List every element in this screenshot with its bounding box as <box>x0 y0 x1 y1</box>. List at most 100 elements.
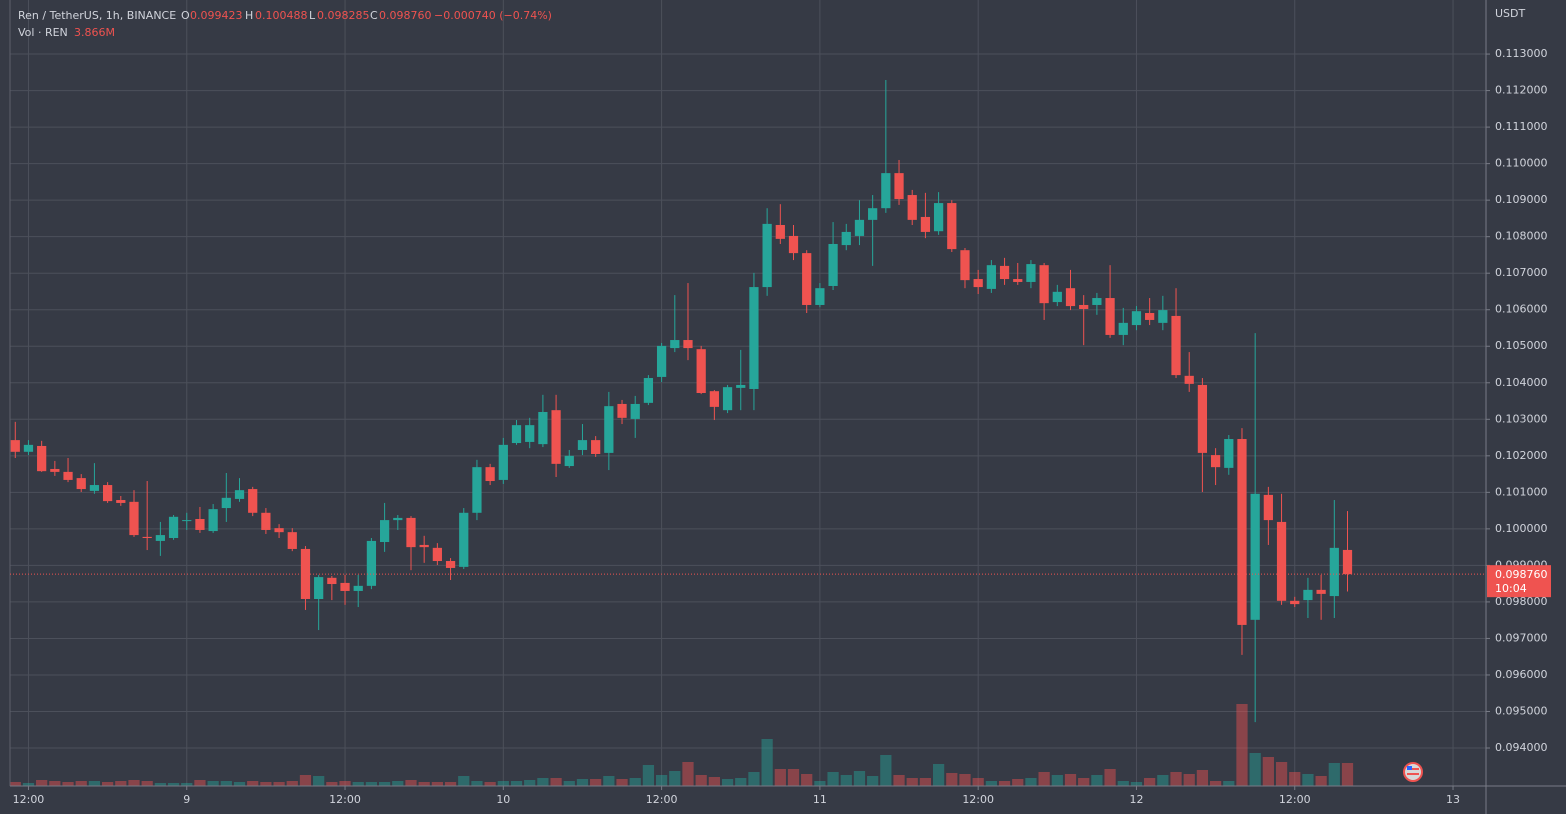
candle-body <box>208 509 218 532</box>
candle-body <box>986 265 996 289</box>
volume-bar <box>814 781 826 786</box>
candle-body <box>406 517 416 548</box>
volume-bar <box>1051 775 1063 786</box>
volume-bar <box>550 778 562 786</box>
volume-bar <box>247 781 259 786</box>
candle-body <box>815 288 825 305</box>
y-tick-label: 0.105000 <box>1495 339 1548 352</box>
volume-bar <box>603 776 615 786</box>
volume-bar <box>919 778 932 786</box>
volume-bar <box>510 781 523 786</box>
volume-bar <box>418 782 430 786</box>
candle-body <box>1290 600 1300 605</box>
volume-bar <box>378 782 391 786</box>
volume-bar <box>1144 778 1156 786</box>
volume-bar <box>1249 753 1261 786</box>
candle-body <box>76 478 86 490</box>
candle-body <box>234 490 245 499</box>
volume-bar <box>827 772 839 786</box>
y-tick-label: 0.100000 <box>1495 522 1548 535</box>
volume-bar <box>880 755 892 786</box>
volume-bar <box>299 775 312 786</box>
candle-body <box>353 585 363 591</box>
candle-body <box>366 540 377 586</box>
volume-bar <box>616 779 628 786</box>
flag-icon[interactable] <box>1403 762 1423 782</box>
axes: 0.094000 0.095000 0.096000 0.097000 0.098000… <box>10 47 1551 806</box>
candle-body <box>775 224 785 239</box>
flag-stripe <box>1407 773 1419 775</box>
volume-bar <box>1289 772 1301 786</box>
candle-body <box>736 384 746 388</box>
candle-body <box>749 287 759 389</box>
candle-body <box>300 548 311 599</box>
candle-body <box>999 265 1010 280</box>
volume-bar <box>590 779 602 786</box>
candle-body <box>1039 265 1049 304</box>
y-axis-unit: USDT <box>1495 7 1526 20</box>
candle-body <box>1145 313 1155 320</box>
volume-bar <box>194 780 206 786</box>
volume-bar <box>985 781 997 786</box>
candle-body <box>63 471 73 480</box>
candle-body <box>23 444 34 452</box>
candle-body <box>933 203 944 232</box>
candle-body <box>683 340 693 349</box>
candle-body <box>564 455 574 467</box>
candle-body <box>155 535 165 541</box>
y-tick-label: 0.108000 <box>1495 230 1548 243</box>
y-tick-label: 0.097000 <box>1495 631 1548 644</box>
candle-body <box>168 516 179 539</box>
volume-bar <box>233 782 246 786</box>
ohlc-value: 0.099423 <box>190 9 243 22</box>
flag-stripe <box>1407 768 1419 770</box>
candle-body <box>261 512 271 530</box>
candle-body <box>1210 455 1221 468</box>
volume-bar <box>1183 774 1195 786</box>
candle-body <box>630 403 640 419</box>
y-tick-label: 0.110000 <box>1495 157 1548 170</box>
volume-bar <box>893 775 905 786</box>
y-tick-label: 0.113000 <box>1495 47 1548 60</box>
candle-body <box>722 387 733 411</box>
candle-body <box>1105 298 1115 335</box>
candle-body <box>868 208 878 220</box>
candle-body <box>1026 264 1036 282</box>
x-tick-label: 12 <box>1129 793 1143 806</box>
volume-bar <box>524 780 536 786</box>
candle-body <box>1052 291 1062 303</box>
volume-bar <box>484 782 496 786</box>
volume-bar <box>313 776 325 786</box>
volume-bar <box>365 782 378 786</box>
candle-body <box>10 440 20 452</box>
volume-bar <box>1302 774 1314 786</box>
candle-body <box>1224 439 1234 468</box>
candle-body <box>881 173 891 209</box>
volume-bar <box>840 775 852 786</box>
candle-body <box>1250 493 1260 620</box>
candle-body <box>525 425 535 442</box>
candle-body <box>287 532 297 549</box>
candle-body <box>129 501 139 536</box>
volume-bar <box>853 771 866 786</box>
y-tick-label: 0.111000 <box>1495 120 1548 133</box>
ohlc-key: H <box>245 9 253 22</box>
last-price-box <box>1487 565 1551 598</box>
volume-bar <box>1012 779 1024 786</box>
volume-bar <box>167 783 180 786</box>
x-tick-label: 9 <box>183 793 190 806</box>
candle-body <box>1263 494 1273 521</box>
candle-body <box>314 577 324 599</box>
candle-body <box>643 378 654 403</box>
volume-bar <box>339 781 351 786</box>
candle-body <box>485 467 495 482</box>
candle-body <box>221 497 231 509</box>
y-tick-label: 0.094000 <box>1495 741 1548 754</box>
candle-body <box>907 195 917 220</box>
volume-bar <box>629 778 641 786</box>
x-tick-label: 13 <box>1446 793 1460 806</box>
ohlc-key: L <box>309 9 316 22</box>
ohlc-value: 0.098285 <box>317 9 370 22</box>
volume-bar <box>88 781 101 786</box>
